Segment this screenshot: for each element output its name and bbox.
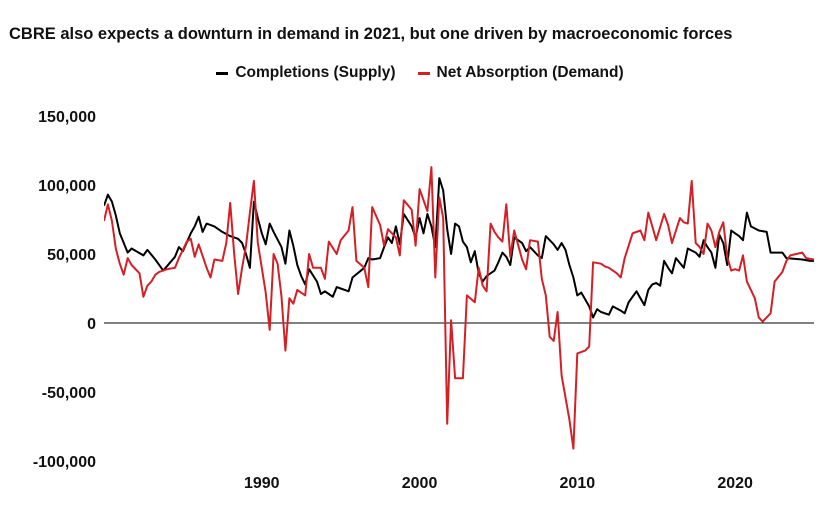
- x-tick-label: 2010: [560, 475, 596, 492]
- y-tick-label: 100,000: [38, 178, 96, 195]
- legend-item-net-absorption: Net Absorption (Demand): [417, 64, 624, 82]
- y-axis-tick-labels: -100,000 -50,000 0 50,000 100,000 150,000: [33, 109, 96, 471]
- x-tick-label: 2000: [402, 475, 438, 492]
- chart-title: CBRE also expects a downturn in demand i…: [9, 25, 733, 43]
- series-layer: [104, 166, 814, 450]
- legend-item-completions: Completions (Supply): [216, 64, 396, 82]
- x-axis-tick-labels: 1990 2000 2010 2020: [244, 475, 753, 492]
- y-tick-label: 50,000: [47, 247, 96, 264]
- x-tick-label: 2020: [717, 475, 753, 492]
- net-absorption-demand-line: [104, 166, 814, 450]
- legend-label-net-absorption: Net Absorption (Demand): [436, 64, 624, 81]
- x-tick-label: 1990: [244, 475, 280, 492]
- y-tick-label: 150,000: [38, 109, 96, 126]
- legend-swatch-completions: [216, 71, 229, 75]
- completions-supply-line: [104, 177, 814, 319]
- legend-swatch-net-absorption: [417, 71, 430, 75]
- y-tick-label: -100,000: [33, 454, 96, 471]
- y-tick-label: 0: [87, 316, 96, 333]
- chart-legend: Completions (Supply) Net Absorption (Dem…: [0, 64, 840, 82]
- legend-label-completions: Completions (Supply): [235, 64, 396, 81]
- y-tick-label: -50,000: [42, 385, 96, 402]
